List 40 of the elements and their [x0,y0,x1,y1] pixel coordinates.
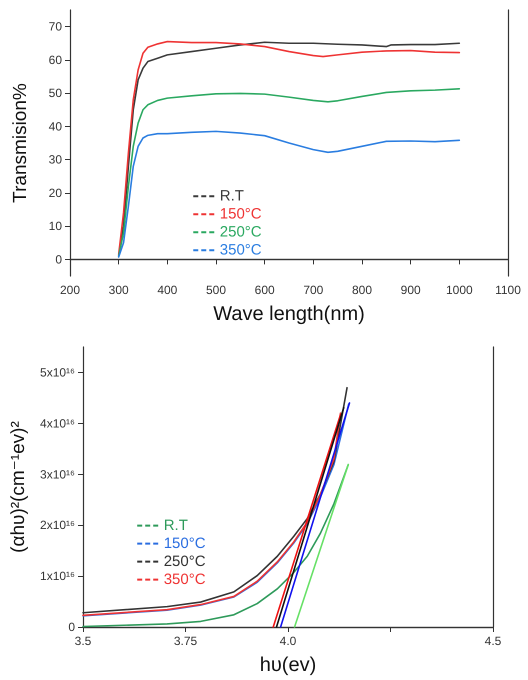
x-axis-title: hυ(ev) [260,654,316,676]
legend-label: 350°C [220,242,262,259]
x-tick-label: 3.5 [74,634,92,648]
x-tick-label: 4.0 [280,634,297,648]
legend-label: 150°C [220,206,262,223]
y-tick-label: 50 [48,86,62,100]
y-tick-label: 10 [48,219,62,234]
legend-label: 250°C [220,224,262,241]
x-tick-label: 700 [303,283,324,297]
y-tick-label: 30 [48,152,62,167]
x-tick-label: 4.5 [484,634,502,648]
legend-label: R.T [220,188,244,205]
y-tick-label: 0 [68,620,76,634]
legend-label: 150°C [164,535,206,552]
y-tick-label: 20 [48,186,62,200]
x-tick-label: 500 [206,283,226,297]
legend-label: R.T [164,517,188,534]
x-tick-label: 400 [157,283,178,297]
legend-label: 250°C [164,553,206,570]
y-tick-label: 70 [48,20,62,34]
x-axis-title: Wave length(nm) [213,303,365,325]
x-tick-label: 200 [60,283,80,297]
y-tick-label: 60 [48,52,62,67]
y-tick-label: 40 [48,119,62,134]
y-axis-title: Transmision% [10,83,31,203]
x-tick-label: 800 [352,283,372,297]
x-tick-label: 3.75 [174,634,198,648]
x-tick-label: 1100 [495,283,522,297]
x-tick-label: 300 [108,283,129,297]
y-tick-label: 4x10¹⁶ [40,416,76,430]
y-tick-label: 5x10¹⁶ [40,365,76,380]
x-tick-label: 600 [254,283,275,297]
y-tick-label: 2x10¹⁶ [40,518,76,532]
y-tick-label: 1x10¹⁶ [40,569,76,584]
y-tick-label: 0 [55,252,62,266]
x-tick-label: 900 [400,283,421,297]
x-tick-label: 1000 [446,283,474,297]
y-tick-label: 3x10¹⁶ [40,467,76,482]
legend-label: 350°C [164,571,206,588]
y-axis-title: (αhυ)²(cm⁻¹ev)² [8,421,29,553]
